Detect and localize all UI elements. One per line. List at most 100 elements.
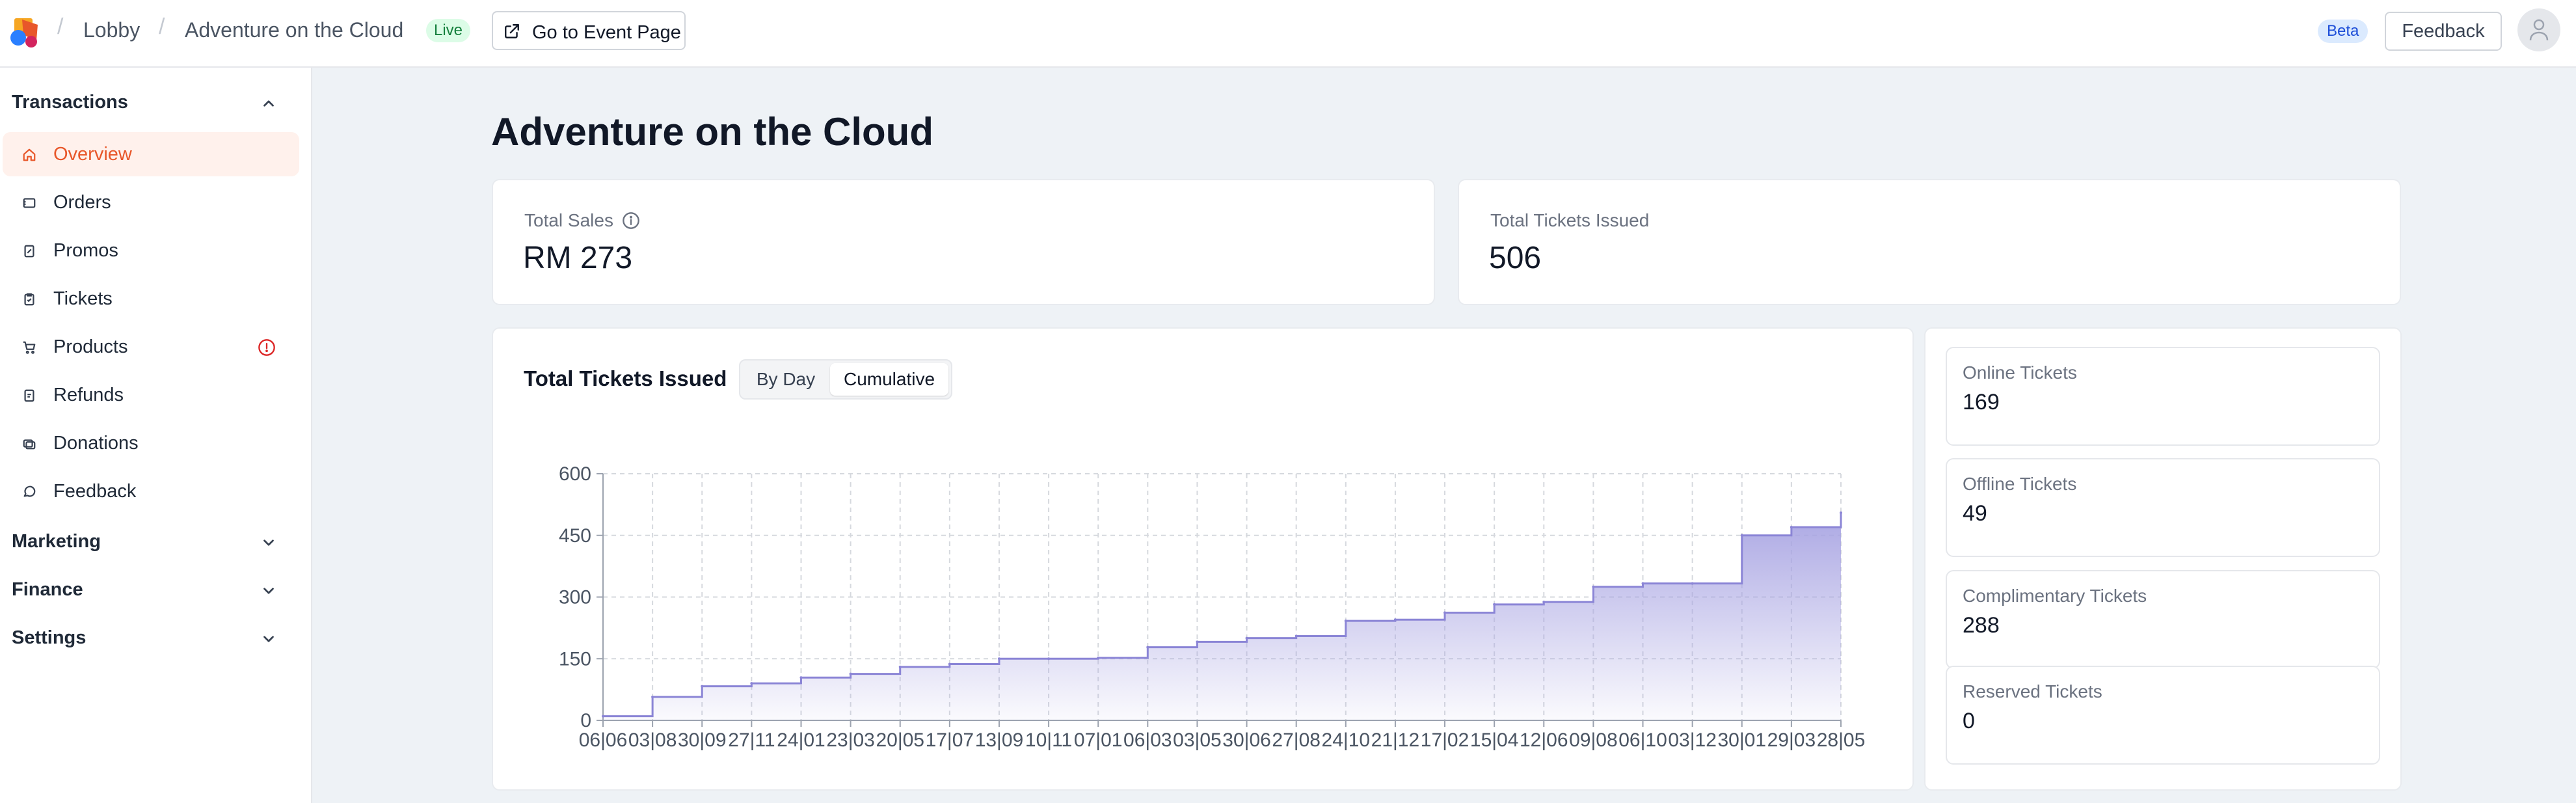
data-point [1790, 526, 1793, 529]
sidebar-item-feedback[interactable]: Feedback [3, 469, 299, 513]
sidebar-item-overview[interactable]: Overview [3, 132, 299, 176]
total-tickets-card: Total Tickets Issued 506 [1458, 179, 2401, 305]
sidebar-item-donations[interactable]: Donations [3, 421, 299, 465]
x-tick-label: 27|11 [728, 729, 775, 751]
sidebar-item-label: Promos [53, 240, 118, 261]
chart-title: Total Tickets Issued [524, 366, 727, 390]
x-tick-label: 06|10 [1618, 729, 1667, 751]
sidebar-item-label: Tickets [53, 288, 113, 309]
breadcrumb-lobby[interactable]: Lobby [83, 18, 141, 42]
data-point [1047, 657, 1051, 660]
x-tick-label: 03|12 [1668, 729, 1717, 751]
y-tick-label: 300 [559, 587, 591, 608]
sidebar-item-label: Orders [53, 192, 111, 213]
reserved-tickets-card: Reserved Tickets 0 [1946, 666, 2380, 765]
data-point [1493, 603, 1496, 606]
data-point [1691, 582, 1694, 585]
x-tick-label: 03|05 [1173, 729, 1222, 751]
data-point [948, 662, 951, 666]
chat-icon [23, 485, 36, 497]
data-point [997, 657, 1000, 660]
avatar[interactable] [2517, 8, 2560, 51]
sidebar: Transactions Overview Orders Promos Tick… [0, 68, 312, 803]
x-tick-label: 21|12 [1371, 729, 1420, 751]
cumulative-button[interactable]: Cumulative [830, 363, 948, 396]
data-point [1592, 585, 1595, 588]
x-tick-label: 24|01 [777, 729, 825, 751]
x-tick-label: 07|01 [1074, 729, 1123, 751]
go-to-event-page-button[interactable]: Go to Event Page [492, 11, 686, 50]
breadcrumb-separator: / [159, 14, 165, 39]
y-tick-label: 0 [580, 710, 591, 731]
breadcrumb-event[interactable]: Adventure on the Cloud [185, 18, 404, 42]
x-tick-label: 20|05 [876, 729, 924, 751]
data-point [1295, 634, 1298, 638]
data-point [651, 695, 654, 698]
chevron-down-icon[interactable] [260, 631, 277, 647]
sidebar-item-tickets[interactable]: Tickets [3, 277, 299, 321]
x-tick-label: 30|09 [678, 729, 727, 751]
sidebar-section-settings[interactable]: Settings [12, 627, 87, 648]
sidebar-item-label: Donations [53, 433, 139, 454]
x-tick-label: 29|03 [1767, 729, 1816, 751]
total-tickets-value: 506 [1489, 241, 1542, 275]
reserved-tickets-value: 0 [1963, 709, 1975, 733]
data-point [1097, 656, 1100, 659]
x-tick-label: 17|07 [926, 729, 974, 751]
x-tick-label: 30|01 [1717, 729, 1766, 751]
x-tick-label: 13|09 [975, 729, 1024, 751]
data-point [1840, 511, 1842, 515]
sidebar-item-orders[interactable]: Orders [3, 180, 299, 225]
chevron-down-icon[interactable] [260, 534, 277, 551]
data-point [701, 685, 704, 688]
promo-icon [24, 245, 34, 258]
feedback-button[interactable]: Feedback [2385, 12, 2502, 51]
x-tick-label: 28|05 [1817, 729, 1866, 751]
sidebar-item-refunds[interactable]: Refunds [3, 373, 299, 417]
data-point [1344, 619, 1347, 623]
data-point [602, 715, 604, 718]
offline-tickets-value: 49 [1963, 501, 1987, 526]
x-tick-label: 17|02 [1421, 729, 1469, 751]
page-title: Adventure on the Cloud [491, 110, 933, 154]
x-tick-label: 23|03 [826, 729, 875, 751]
sidebar-item-label: Products [53, 336, 128, 357]
x-tick-label: 15|04 [1470, 729, 1519, 751]
y-tick-label: 450 [559, 525, 591, 547]
series-area [603, 513, 1841, 720]
sidebar-item-promos[interactable]: Promos [3, 228, 299, 273]
complimentary-tickets-card: Complimentary Tickets 288 [1946, 570, 2380, 669]
data-point [750, 682, 753, 685]
reserved-tickets-label: Reserved Tickets [1963, 681, 2102, 701]
ticket-icon [24, 293, 34, 306]
online-tickets-label: Online Tickets [1963, 362, 2077, 383]
data-point [1146, 646, 1149, 649]
sidebar-section-transactions[interactable]: Transactions [12, 92, 128, 113]
x-tick-label: 03|08 [628, 729, 677, 751]
chart-mode-toggle: By Day Cumulative [739, 359, 952, 400]
sidebar-item-label: Refunds [53, 385, 124, 405]
x-tick-label: 09|08 [1569, 729, 1618, 751]
home-icon [23, 148, 36, 161]
data-point [1443, 611, 1447, 614]
x-tick-label: 10|11 [1025, 729, 1072, 751]
x-tick-label: 06|03 [1123, 729, 1172, 751]
info-icon[interactable] [622, 211, 640, 230]
by-day-button[interactable]: By Day [756, 369, 816, 389]
total-sales-label: Total Sales [524, 210, 613, 230]
data-point [1740, 534, 1743, 537]
sidebar-section-marketing[interactable]: Marketing [12, 531, 101, 552]
sidebar-item-label: Overview [53, 144, 132, 165]
data-point [799, 676, 803, 679]
app-logo[interactable] [9, 16, 42, 48]
chevron-up-icon[interactable] [260, 95, 277, 112]
sidebar-item-products[interactable]: Products [3, 325, 299, 369]
user-icon [2529, 19, 2549, 41]
sidebar-section-finance[interactable]: Finance [12, 579, 83, 600]
complimentary-tickets-value: 288 [1963, 613, 2000, 638]
live-status-badge: Live [426, 19, 471, 42]
receipt-icon [23, 198, 36, 208]
y-tick-label: 600 [559, 463, 591, 485]
chevron-down-icon[interactable] [260, 582, 277, 599]
total-sales-card: Total Sales RM 273 [492, 179, 1435, 305]
